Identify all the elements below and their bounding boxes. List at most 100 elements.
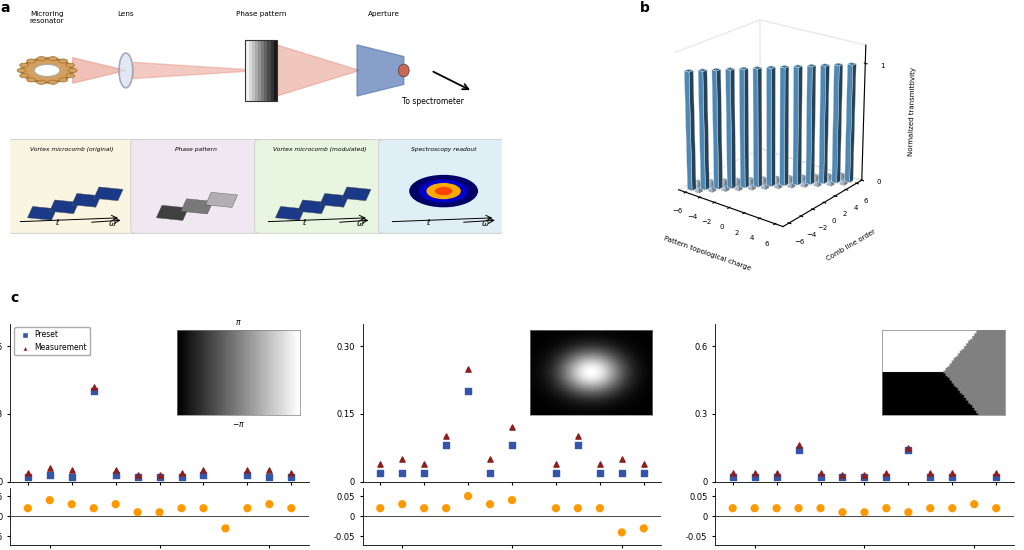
Point	[240, 504, 256, 513]
Point	[900, 508, 916, 516]
Measurement	[85, 382, 101, 391]
Point	[569, 504, 586, 513]
Bar	[94, 187, 123, 201]
Text: Aperture: Aperture	[368, 12, 400, 17]
Preset	[966, 349, 982, 358]
Measurement	[988, 468, 1005, 477]
Measurement	[460, 364, 476, 373]
Measurement	[196, 466, 212, 475]
Point	[482, 500, 499, 509]
Preset	[152, 472, 168, 481]
Text: c: c	[10, 292, 18, 305]
Measurement	[372, 459, 388, 468]
Text: Vortex microcomb (modulated): Vortex microcomb (modulated)	[273, 146, 367, 152]
Bar	[273, 40, 276, 101]
Bar	[298, 200, 327, 214]
Measurement	[636, 459, 652, 468]
FancyBboxPatch shape	[379, 140, 510, 233]
Preset	[592, 468, 608, 477]
Circle shape	[37, 80, 46, 84]
Measurement	[879, 468, 895, 477]
Point	[284, 504, 300, 513]
Measurement	[569, 432, 586, 441]
Bar	[261, 40, 264, 101]
Bar	[72, 194, 101, 207]
Text: a: a	[0, 1, 10, 15]
Preset	[504, 441, 520, 450]
Point	[108, 500, 124, 509]
Preset	[569, 441, 586, 450]
Measurement	[548, 459, 564, 468]
Measurement	[613, 455, 630, 464]
Circle shape	[66, 63, 75, 67]
Text: Spectroscopy readout: Spectroscopy readout	[412, 146, 477, 152]
Point	[636, 524, 652, 533]
Point	[966, 500, 982, 509]
Measurement	[63, 466, 80, 475]
Preset	[746, 472, 763, 481]
Point	[592, 504, 608, 513]
Circle shape	[48, 57, 57, 61]
Preset	[173, 472, 189, 481]
Preset	[42, 470, 58, 479]
Preset	[63, 472, 80, 481]
FancyBboxPatch shape	[131, 140, 261, 233]
Text: Phase pattern: Phase pattern	[236, 12, 287, 17]
Measurement	[240, 466, 256, 475]
Text: $\omega$: $\omega$	[480, 219, 489, 228]
Point	[548, 504, 564, 513]
Y-axis label: Comb line order: Comb line order	[825, 229, 877, 262]
Circle shape	[66, 74, 75, 78]
Measurement	[835, 470, 851, 479]
Point	[835, 508, 851, 516]
Bar	[264, 40, 267, 101]
Polygon shape	[276, 45, 359, 96]
Point	[746, 504, 763, 513]
Point	[460, 492, 476, 500]
Preset	[284, 472, 300, 481]
Bar	[267, 40, 270, 101]
Circle shape	[48, 80, 57, 84]
Point	[152, 508, 168, 516]
Measurement	[416, 459, 432, 468]
Polygon shape	[133, 62, 261, 79]
Measurement	[504, 423, 520, 432]
Text: $\ell$: $\ell$	[426, 217, 431, 227]
Measurement	[856, 470, 872, 479]
Preset	[85, 387, 101, 395]
Point	[768, 504, 784, 513]
Measurement	[768, 468, 784, 477]
Circle shape	[410, 175, 478, 207]
Point	[173, 504, 189, 513]
Measurement	[261, 466, 278, 475]
Text: To spectrometer: To spectrometer	[402, 97, 464, 106]
Circle shape	[27, 59, 36, 63]
Text: $\ell$: $\ell$	[302, 217, 307, 227]
Measurement	[438, 432, 455, 441]
Point	[19, 504, 36, 513]
Point	[372, 504, 388, 513]
Measurement	[482, 455, 499, 464]
Ellipse shape	[398, 64, 410, 77]
Bar	[258, 40, 261, 101]
Measurement	[129, 470, 145, 479]
Preset	[460, 387, 476, 395]
Preset	[240, 470, 256, 479]
Point	[416, 504, 432, 513]
Point	[63, 500, 80, 509]
Measurement	[152, 470, 168, 479]
Point	[504, 496, 520, 504]
Measurement	[42, 464, 58, 472]
Preset	[791, 446, 807, 454]
Circle shape	[419, 179, 468, 203]
Preset	[636, 468, 652, 477]
Preset	[416, 468, 432, 477]
Legend: Preset, Measurement: Preset, Measurement	[14, 327, 90, 355]
Preset	[724, 472, 740, 481]
Measurement	[173, 468, 189, 477]
Measurement	[900, 443, 916, 452]
Text: Microring
resonator: Microring resonator	[30, 12, 65, 24]
Preset	[856, 472, 872, 481]
Preset	[129, 472, 145, 481]
Bar	[49, 200, 79, 214]
